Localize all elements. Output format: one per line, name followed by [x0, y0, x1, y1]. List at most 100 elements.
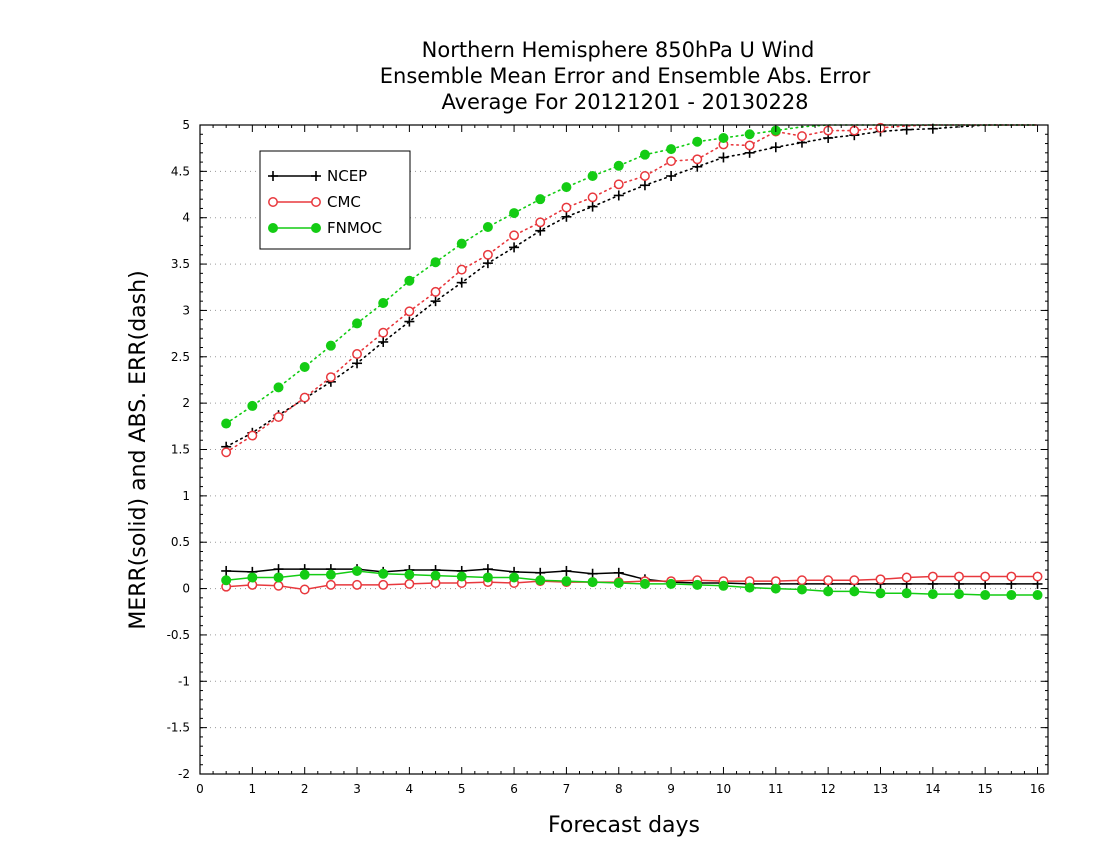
cmc-abs-error-point — [352, 349, 362, 359]
legend-label-ncep: NCEP — [327, 167, 367, 185]
fnmoc-abs-error-point — [247, 400, 258, 411]
x-tick-label: 7 — [563, 782, 571, 796]
fnmoc-mean-error-point — [823, 586, 834, 597]
ncep-abs-error-point — [456, 277, 467, 288]
ncep-abs-error-point — [561, 211, 572, 222]
x-tick-label: 15 — [978, 782, 993, 796]
cmc-abs-error-point — [692, 154, 703, 165]
x-tick-label: 12 — [821, 782, 836, 796]
legend-marker-cmc — [311, 197, 321, 207]
ncep-abs-error-point — [770, 142, 781, 153]
fnmoc-abs-error-point — [352, 318, 363, 329]
fnmoc-mean-error-point — [849, 586, 860, 597]
x-tick-label: 1 — [249, 782, 257, 796]
fnmoc-mean-error-point — [273, 572, 284, 583]
ncep-abs-error-point — [430, 296, 441, 307]
ncep-abs-error-point — [482, 258, 493, 269]
fnmoc-mean-error-point — [796, 584, 807, 595]
cmc-mean-error-point — [352, 579, 362, 590]
fnmoc-abs-error-point — [456, 238, 467, 249]
fnmoc-abs-error-point — [561, 182, 572, 193]
fnmoc-mean-error-point — [378, 568, 389, 579]
cmc-abs-error-point — [247, 430, 258, 441]
ncep-mean-error-point — [273, 564, 284, 575]
grid — [200, 170, 1048, 729]
cmc-mean-error-point — [954, 571, 964, 582]
cmc-mean-error-point — [849, 575, 860, 586]
cmc-mean-error-point — [299, 584, 310, 595]
fnmoc-abs-error-point — [273, 382, 284, 393]
cmc-mean-error-point — [875, 574, 886, 585]
fnmoc-abs-error-point — [666, 144, 677, 155]
fnmoc-mean-error-point — [561, 576, 572, 587]
cmc-abs-error-point — [561, 202, 572, 213]
legend-marker-fnmoc — [268, 223, 278, 233]
fnmoc-abs-error-point — [221, 418, 232, 429]
ncep-abs-error-point — [352, 358, 363, 369]
fnmoc-abs-error-point — [325, 340, 336, 351]
cmc-abs-error-point — [587, 192, 598, 203]
y-tick-label: 1.5 — [171, 443, 190, 457]
ncep-abs-error-point — [613, 190, 624, 201]
cmc-mean-error-point — [404, 578, 415, 589]
fnmoc-mean-error-point — [692, 579, 703, 590]
y-tick-label: 1 — [182, 489, 190, 503]
fnmoc-mean-error-point — [482, 572, 493, 583]
ncep-mean-error-point — [587, 568, 598, 579]
y-tick-label: 3.5 — [171, 257, 190, 271]
y-tick-label: 4 — [182, 211, 190, 225]
legend-marker-cmc — [268, 197, 278, 207]
x-tick-label: 5 — [458, 782, 466, 796]
y-tick-label: 0.5 — [171, 535, 190, 549]
cmc-mean-error-point — [325, 579, 336, 590]
legend-item-fnmoc: FNMOC — [268, 219, 382, 237]
fnmoc-mean-error-line — [226, 570, 1038, 596]
fnmoc-mean-error-point — [875, 588, 886, 599]
cmc-abs-error-point — [456, 264, 467, 275]
x-tick-label: 4 — [406, 782, 414, 796]
x-tick-label: 14 — [925, 782, 940, 796]
legend-label-cmc: CMC — [327, 193, 361, 211]
fnmoc-abs-error-point — [639, 149, 650, 160]
cmc-mean-error-point — [378, 579, 389, 590]
y-tick-label: 5 — [182, 118, 190, 132]
fnmoc-abs-error-point — [587, 170, 598, 181]
fnmoc-abs-error-point — [718, 132, 729, 143]
cmc-mean-error-point — [273, 580, 284, 591]
cmc-abs-error-point — [482, 249, 493, 260]
cmc-mean-error-point — [797, 575, 807, 586]
x-tick-label: 11 — [768, 782, 783, 796]
fnmoc-mean-error-point — [535, 575, 546, 586]
cmc-mean-error-point — [927, 571, 938, 582]
fnmoc-mean-error-point — [954, 589, 965, 600]
ncep-abs-error-point — [718, 152, 729, 163]
cmc-abs-error-point — [430, 286, 441, 297]
cmc-abs-error-line — [225, 124, 1039, 454]
y-tick-label: -0.5 — [167, 628, 190, 642]
cmc-mean-error-point — [1032, 571, 1043, 582]
fnmoc-abs-error-point — [378, 298, 389, 309]
fnmoc-mean-error-point — [639, 578, 650, 589]
fnmoc-abs-error-point — [299, 361, 310, 372]
legend-marker-ncep — [268, 171, 278, 181]
cmc-abs-error-point — [273, 412, 284, 422]
ncep-mean-error-point — [561, 565, 572, 576]
ncep-mean-error-point — [613, 567, 624, 578]
x-tick-label: 2 — [301, 782, 309, 796]
ncep-abs-error-point — [587, 201, 598, 212]
legend-marker-fnmoc — [311, 223, 321, 233]
tick-layer: 54.543.532.521.510.50-0.5-1-1.5-20 1 2 3 4 5 6… — [167, 118, 1048, 796]
fnmoc-mean-error-point — [509, 572, 520, 583]
cmc-abs-error-point — [221, 447, 232, 458]
ncep-abs-error-point — [404, 316, 415, 327]
x-tick-label: 9 — [667, 782, 675, 796]
cmc-abs-error-point — [744, 140, 755, 151]
fnmoc-mean-error-point — [352, 565, 363, 576]
fnmoc-mean-error-point — [980, 590, 991, 601]
fnmoc-mean-error-point — [666, 578, 677, 589]
legend-item-ncep: NCEP — [268, 167, 367, 185]
fnmoc-abs-error-point — [613, 160, 624, 171]
cmc-abs-error-point — [404, 306, 415, 317]
cmc-abs-error-point — [535, 217, 546, 228]
